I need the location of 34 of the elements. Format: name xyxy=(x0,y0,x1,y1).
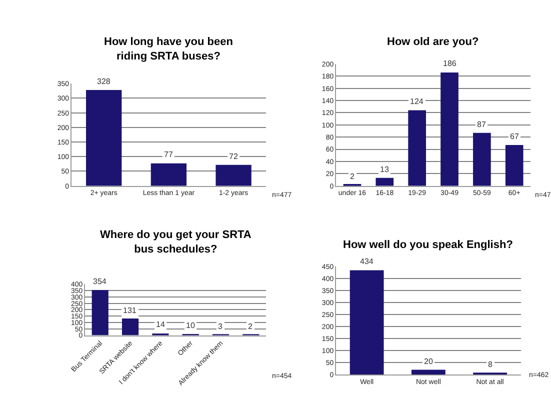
bar xyxy=(216,164,252,186)
bar xyxy=(376,178,394,186)
data-label: 124 xyxy=(410,97,424,106)
data-label: 2 xyxy=(350,172,355,181)
data-label: 67 xyxy=(510,132,520,141)
data-label: 131 xyxy=(123,306,137,315)
bar xyxy=(473,132,491,186)
data-label: 14 xyxy=(156,320,166,329)
data-label: 10 xyxy=(186,321,196,330)
data-label: 186 xyxy=(443,59,457,68)
data-label: 13 xyxy=(380,165,390,174)
bar xyxy=(411,370,446,375)
bar xyxy=(92,290,108,336)
bar xyxy=(440,72,458,186)
chart-title: How long have you been riding SRTA buses? xyxy=(104,36,234,62)
chart-title: How well do you speak English? xyxy=(343,239,514,251)
bar xyxy=(86,90,122,186)
data-label: 354 xyxy=(93,277,107,286)
data-label: 3 xyxy=(218,322,223,331)
data-label: 8 xyxy=(488,360,493,369)
bar xyxy=(505,145,524,186)
bar xyxy=(122,318,139,336)
data-label: 434 xyxy=(360,257,374,266)
data-label: 77 xyxy=(164,150,174,159)
data-label: 2 xyxy=(248,322,253,331)
chart-title: How old are you? xyxy=(387,36,479,48)
bar xyxy=(408,110,426,186)
data-label: 87 xyxy=(477,120,486,129)
data-label: 328 xyxy=(97,77,111,86)
bar xyxy=(350,270,384,375)
chart-title: Where do you get your SRTA bus schedules? xyxy=(100,229,252,256)
data-label: 72 xyxy=(229,152,238,161)
bar xyxy=(150,163,187,186)
data-label: 20 xyxy=(424,357,434,366)
